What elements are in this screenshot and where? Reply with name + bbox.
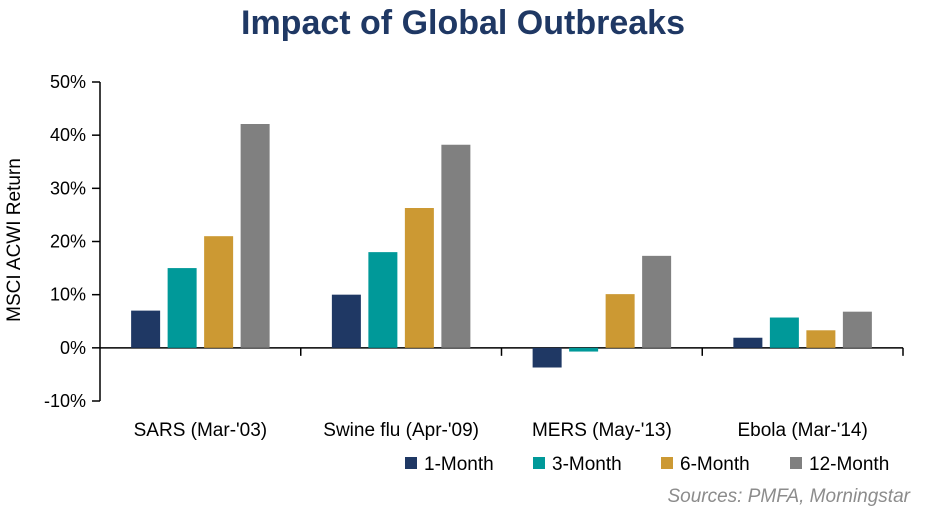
bar-1-month [331, 294, 361, 348]
legend-label: 12-Month [809, 454, 889, 475]
bar-1-month [532, 347, 562, 368]
x-category-label: SARS (Mar-'03) [134, 420, 267, 441]
bar-3-month [167, 268, 197, 348]
bar-12-month [842, 311, 872, 348]
y-ticks: -10% 0% 10% 20% 30% 40% 50% [44, 72, 100, 411]
legend: 1-Month 3-Month 6-Month 12-Month [405, 454, 889, 475]
x-category-label: Ebola (Mar-'14) [737, 420, 867, 441]
y-tick-label: -10% [44, 391, 86, 411]
legend-swatch [790, 457, 802, 469]
legend-label: 1-Month [424, 454, 494, 475]
bar-3-month [368, 252, 398, 348]
y-tick-label: 40% [50, 125, 86, 145]
x-category-label: MERS (May-'13) [532, 420, 672, 441]
x-category-labels: SARS (Mar-'03) Swine flu (Apr-'09) MERS (M… [134, 420, 868, 441]
bar-3-month [569, 347, 599, 352]
bar-6-month [204, 236, 234, 348]
bar-6-month [605, 294, 635, 348]
legend-label: 6-Month [680, 454, 750, 475]
chart-title: Impact of Global Outbreaks [241, 4, 685, 42]
bar-12-month [642, 255, 672, 348]
bar-1-month [733, 337, 763, 348]
legend-swatch [405, 457, 417, 469]
y-tick-label: 0% [60, 338, 86, 358]
bars [131, 124, 872, 368]
y-tick-label: 30% [50, 178, 86, 198]
y-axis-label: MSCI ACWI Return [4, 158, 25, 322]
bar-12-month [441, 144, 471, 348]
y-tick-label: 10% [50, 285, 86, 305]
bar-6-month [404, 208, 434, 348]
legend-swatch [533, 457, 545, 469]
bar-3-month [769, 317, 799, 348]
legend-swatch [661, 457, 673, 469]
bar-12-month [240, 124, 270, 348]
y-tick-label: 50% [50, 72, 86, 92]
legend-label: 3-Month [552, 454, 622, 475]
y-tick-label: 20% [50, 232, 86, 252]
bar-1-month [131, 310, 161, 348]
bar-6-month [806, 330, 836, 348]
x-category-label: Swine flu (Apr-'09) [323, 420, 479, 441]
source-note: Sources: PMFA, Morningstar [667, 486, 910, 507]
